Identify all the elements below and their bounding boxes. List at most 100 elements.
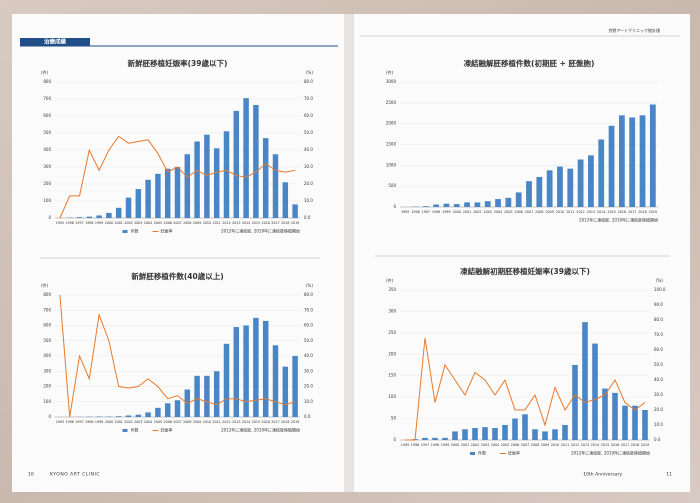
y-axis-label: (件) <box>386 69 394 75</box>
y2-tick-label: 20.0 <box>654 407 663 412</box>
y-tick-label: 100 <box>43 399 51 404</box>
x-tick-label: 2004 <box>144 221 152 225</box>
bar <box>135 414 142 417</box>
page-number: 10 <box>28 472 34 478</box>
bar <box>598 139 605 207</box>
x-tick-label: 1997 <box>75 420 83 424</box>
chart-note: 2012年に凍結胚, 2019年に凍結胚移植開始 <box>571 450 650 456</box>
y2-tick-label: 0.0 <box>654 437 661 442</box>
bar <box>526 181 532 207</box>
x-tick-label: 2004 <box>144 420 152 424</box>
y2-tick-label: 20.0 <box>304 181 313 186</box>
y-tick-label: 600 <box>43 323 51 328</box>
y-tick-label: 100 <box>43 198 51 203</box>
x-tick-label: 2011 <box>213 420 221 424</box>
y2-tick-label: 80.0 <box>304 292 313 297</box>
bar <box>546 170 553 207</box>
x-tick-label: 1999 <box>441 443 449 447</box>
x-tick-label: 1995 <box>56 221 64 225</box>
x-tick-label: 2010 <box>203 221 211 225</box>
x-tick-label: 2005 <box>504 210 512 214</box>
x-tick-label: 2017 <box>271 420 279 424</box>
y2-tick-label: 50.0 <box>304 130 313 135</box>
x-tick-label: 2000 <box>105 420 113 424</box>
x-tick-label: 2008 <box>183 221 191 225</box>
y-tick-label: 0 <box>48 215 51 220</box>
x-tick-label: 1998 <box>85 420 93 424</box>
x-tick-label: 2013 <box>232 420 240 424</box>
y-tick-label: 100 <box>388 394 396 399</box>
x-tick-label: 2005 <box>501 443 509 447</box>
bar <box>495 199 501 207</box>
x-tick-label: 1996 <box>411 443 419 447</box>
y-tick-label: 500 <box>43 130 51 135</box>
chart-title: 新鮮胚移植件数(40歳以上) <box>131 271 223 281</box>
x-tick-label: 1996 <box>66 420 74 424</box>
y2-tick-label: 0.0 <box>304 215 311 220</box>
bar <box>106 212 112 218</box>
x-tick-label: 2000 <box>451 443 459 447</box>
y2-tick-label: 70.0 <box>654 332 663 337</box>
x-tick-label: 2001 <box>461 443 469 447</box>
x-tick-label: 2007 <box>525 210 533 214</box>
y-axis-label: (件) <box>41 282 49 288</box>
bar <box>96 215 102 218</box>
x-tick-label: 2014 <box>242 420 250 424</box>
bar <box>642 410 648 440</box>
bar <box>629 117 636 207</box>
y-tick-label: 300 <box>388 308 396 313</box>
y-tick-label: 250 <box>388 330 396 335</box>
x-tick-label: 1996 <box>411 210 419 214</box>
y-tick-label: 700 <box>43 307 51 312</box>
gutter <box>344 14 354 492</box>
y-tick-label: 300 <box>43 164 51 169</box>
x-tick-label: 2003 <box>484 210 492 214</box>
x-tick-label: 1999 <box>95 420 103 424</box>
y-tick-label: 600 <box>43 113 51 118</box>
x-tick-label: 2019 <box>649 210 657 214</box>
bar <box>174 400 181 417</box>
bar <box>213 371 220 417</box>
x-tick-label: 2012 <box>222 221 230 225</box>
bar <box>272 345 279 417</box>
x-tick-label: 1996 <box>66 221 74 225</box>
bar <box>474 202 481 207</box>
y2-axis-label: (%) <box>656 278 663 283</box>
bar <box>618 115 625 207</box>
bar <box>233 327 240 417</box>
bar <box>472 428 478 440</box>
x-tick-label: 2019 <box>641 443 649 447</box>
legend-label: 妊娠率 <box>161 427 173 433</box>
bar <box>608 125 615 207</box>
y2-tick-label: 100.0 <box>654 287 666 292</box>
bar <box>502 425 508 440</box>
bar <box>464 202 470 207</box>
bar <box>433 204 440 207</box>
x-tick-label: 1997 <box>75 221 83 225</box>
bar <box>233 110 240 218</box>
x-tick-label: 2007 <box>521 443 529 447</box>
bar <box>577 159 584 207</box>
x-tick-label: 2017 <box>621 443 629 447</box>
bar <box>125 415 132 417</box>
y2-tick-label: 10.0 <box>304 198 313 203</box>
legend-swatch <box>122 429 128 432</box>
y2-tick-label: 50.0 <box>304 338 313 343</box>
y-tick-label: 150 <box>388 373 396 378</box>
x-tick-label: 2002 <box>471 443 479 447</box>
bar <box>282 366 289 417</box>
legend-swatch <box>122 230 128 233</box>
x-tick-label: 1999 <box>442 210 450 214</box>
line <box>405 337 646 441</box>
x-tick-label: 2007 <box>173 420 181 424</box>
bar <box>115 207 122 218</box>
line <box>59 135 296 219</box>
bar <box>443 203 450 207</box>
x-tick-label: 1995 <box>401 443 409 447</box>
x-tick-label: 2010 <box>203 420 211 424</box>
x-tick-label: 2001 <box>115 221 123 225</box>
x-tick-label: 2018 <box>281 221 289 225</box>
bar <box>632 405 638 440</box>
x-tick-label: 2002 <box>473 210 481 214</box>
y-axis-label: (件) <box>41 69 49 75</box>
